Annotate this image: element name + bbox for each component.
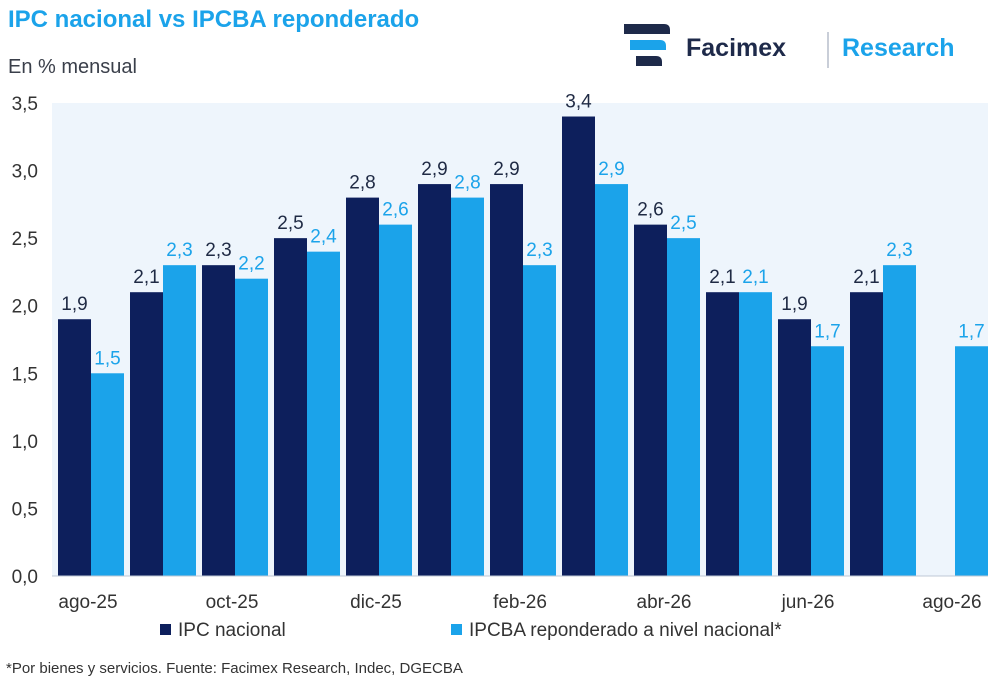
data-label: 2,2 [238, 254, 264, 275]
data-label: 3,4 [565, 92, 592, 113]
bar-ipcba-reponderado [307, 251, 340, 576]
bar-ipcba-reponderado [523, 265, 556, 576]
bar-ipcba-reponderado [163, 265, 196, 576]
chart-subtitle: En % mensual [8, 56, 137, 78]
data-label: 2,1 [709, 267, 735, 288]
logo-research-text: Research [842, 34, 955, 62]
data-label: 2,5 [670, 213, 696, 234]
bar-ipc-nacional [346, 197, 379, 576]
x-tick-label: oct-25 [206, 592, 259, 613]
bar-labels: 1,9 1,5 2,1 2,3 2,3 2,2 2,5 2,4 2,8 2,6 2,9 2,8 2,9 2… [61, 92, 984, 370]
data-label: 2,1 [742, 267, 768, 288]
data-label: 2,8 [454, 173, 480, 194]
bar-ipc-nacional [634, 224, 667, 576]
bar-ipc-nacional [202, 265, 235, 576]
x-tick-label: ago-25 [58, 592, 117, 613]
data-label: 1,9 [61, 294, 87, 315]
bar-ipc-nacional [274, 238, 307, 576]
data-label: 2,3 [886, 240, 912, 261]
bar-ipcba-reponderado [91, 373, 124, 576]
data-label: 2,6 [637, 200, 663, 221]
x-tick-label: ago-26 [922, 592, 981, 613]
bar-ipcba-reponderado [235, 278, 268, 576]
y-tick-label: 3,5 [12, 94, 38, 115]
data-label: 1,5 [94, 348, 120, 369]
x-tick-label: abr-26 [637, 592, 692, 613]
bar-ipc-nacional [562, 116, 595, 576]
chart-title: IPC nacional vs IPCBA reponderado [8, 6, 420, 33]
footnote: *Por bienes y servicios. Fuente: Facimex… [6, 660, 463, 677]
x-tick-label: feb-26 [493, 592, 547, 613]
y-axis: 0,0 0,5 1,0 1,5 2,0 2,5 3,0 3,5 [12, 94, 38, 588]
logo-brand-text: Facimex [686, 34, 787, 62]
y-tick-label: 0,5 [12, 499, 38, 520]
bar-ipcba-reponderado [667, 238, 700, 576]
bar-ipcba-reponderado [451, 197, 484, 576]
bar-ipc-nacional [418, 184, 451, 577]
legend-label-ipcba: IPCBA reponderado a nivel nacional* [469, 620, 782, 641]
legend-swatch-ipcba [451, 624, 462, 635]
data-label: 2,9 [493, 159, 519, 180]
legend-swatch-ipc-nacional [160, 624, 171, 635]
data-label: 2,3 [526, 240, 552, 261]
bar-ipc-nacional [58, 319, 91, 576]
data-label: 2,9 [421, 159, 447, 180]
y-tick-label: 3,0 [12, 162, 38, 183]
data-label: 2,3 [166, 240, 192, 261]
bar-ipcba-reponderado [955, 346, 988, 576]
bar-ipc-nacional [850, 292, 883, 576]
bar-ipc-nacional [490, 184, 523, 577]
y-tick-label: 1,5 [12, 364, 38, 385]
data-label: 1,7 [814, 321, 840, 342]
bar-ipcba-reponderado [379, 224, 412, 576]
x-tick-label: jun-26 [781, 592, 835, 613]
y-tick-label: 0,0 [12, 567, 38, 588]
data-label: 2,9 [598, 159, 624, 180]
logo-divider [827, 32, 829, 68]
data-label: 2,8 [349, 173, 375, 194]
data-label: 1,7 [958, 321, 984, 342]
data-label: 2,4 [310, 227, 337, 248]
legend: IPC nacional IPCBA reponderado a nivel na… [160, 620, 782, 641]
x-axis: ago-25 oct-25 dic-25 feb-26 abr-26 jun-26 ago-… [58, 592, 981, 613]
x-tick-label: dic-25 [350, 592, 402, 613]
bar-ipc-nacional [706, 292, 739, 576]
y-tick-label: 2,0 [12, 297, 38, 318]
facimex-research-logo: Facimex Research [620, 18, 990, 78]
y-tick-label: 2,5 [12, 229, 38, 250]
bar-ipcba-reponderado [595, 184, 628, 577]
data-label: 2,3 [205, 240, 231, 261]
bars [58, 116, 988, 577]
bar-ipc-nacional [778, 319, 811, 576]
bar-ipcba-reponderado [811, 346, 844, 576]
bar-ipcba-reponderado [739, 292, 772, 576]
facimex-logo-icon [624, 24, 670, 66]
bar-ipcba-reponderado [883, 265, 916, 576]
data-label: 2,1 [133, 267, 159, 288]
bar-ipc-nacional [130, 292, 163, 576]
legend-label-ipc-nacional: IPC nacional [178, 620, 286, 641]
data-label: 1,9 [781, 294, 807, 315]
data-label: 2,6 [382, 200, 408, 221]
y-tick-label: 1,0 [12, 432, 38, 453]
data-label: 2,1 [853, 267, 879, 288]
data-label: 2,5 [277, 213, 303, 234]
